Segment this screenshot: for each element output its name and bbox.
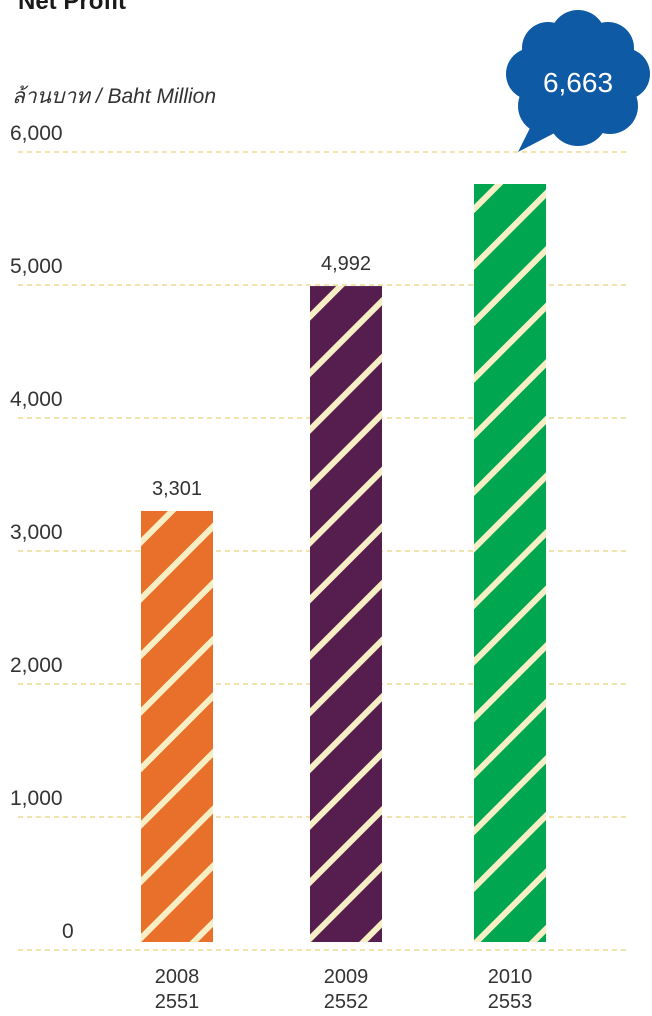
bar-value-label: 3,301 bbox=[152, 478, 202, 500]
x-category-year: 2009 bbox=[324, 966, 369, 988]
y-tick-label: 4,000 bbox=[10, 388, 63, 411]
bar bbox=[474, 184, 546, 942]
y-tick-label: 6,000 bbox=[10, 122, 63, 145]
y-tick-label: 5,000 bbox=[10, 255, 63, 278]
y-tick-label: 2,000 bbox=[10, 654, 63, 677]
chart-title: Net Profit bbox=[18, 0, 126, 15]
x-category-year: 2008 bbox=[155, 966, 200, 988]
x-category-thai-year: 2551 bbox=[155, 991, 200, 1013]
callout-bubble bbox=[506, 10, 650, 152]
x-category-thai-year: 2553 bbox=[488, 991, 533, 1013]
bar bbox=[310, 286, 382, 943]
y-tick-label: 3,000 bbox=[10, 521, 63, 544]
bar-value-label: 6,663 bbox=[543, 67, 613, 98]
y-tick-label: 1,000 bbox=[10, 787, 63, 810]
x-category-year: 2010 bbox=[488, 966, 533, 988]
x-category-thai-year: 2552 bbox=[324, 991, 369, 1013]
y-tick-label: 0 bbox=[62, 920, 74, 943]
bar bbox=[141, 510, 213, 942]
bar-value-label: 4,992 bbox=[321, 253, 371, 275]
unit-label: ล้านบาท / Baht Million bbox=[12, 85, 217, 108]
